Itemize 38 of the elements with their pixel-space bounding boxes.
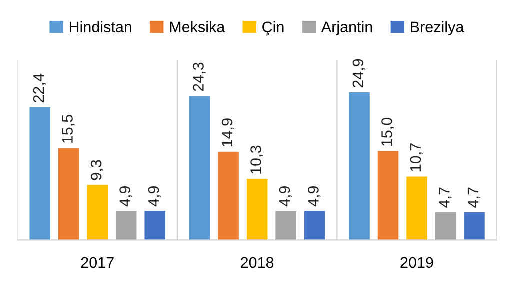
bar bbox=[30, 107, 50, 240]
bar bbox=[246, 179, 268, 240]
bar bbox=[304, 211, 326, 240]
legend-label: Brezilya bbox=[411, 21, 464, 36]
bar bbox=[435, 212, 456, 240]
data-label: 10,3 bbox=[250, 146, 264, 174]
x-tick-label: 2019 bbox=[400, 257, 434, 268]
legend-label: Hindistan bbox=[70, 21, 132, 33]
data-label: 4,7 bbox=[439, 188, 452, 208]
x-tick-label: 2018 bbox=[241, 257, 274, 268]
bar bbox=[349, 92, 370, 240]
bar bbox=[87, 185, 108, 240]
legend-label: Çin bbox=[262, 21, 284, 36]
bar bbox=[144, 211, 166, 240]
data-label: 15,0 bbox=[382, 118, 394, 146]
data-label: 4,9 bbox=[308, 186, 321, 207]
bar bbox=[116, 211, 137, 240]
data-label: 14,9 bbox=[222, 118, 234, 147]
legend-label: Meksika bbox=[170, 21, 226, 33]
bar bbox=[464, 212, 485, 240]
bar bbox=[189, 96, 210, 240]
x-tick-label: 2017 bbox=[81, 257, 114, 268]
data-label: 4,7 bbox=[468, 188, 480, 208]
data-label: 24,3 bbox=[193, 62, 206, 92]
data-label: 24,9 bbox=[352, 59, 366, 88]
bar bbox=[378, 151, 399, 240]
bar bbox=[406, 176, 428, 240]
data-label: 4,9 bbox=[279, 186, 292, 207]
data-label: 4,9 bbox=[148, 186, 161, 207]
data-label: 15,5 bbox=[62, 115, 75, 143]
bar bbox=[276, 211, 296, 240]
data-label: 22,4 bbox=[33, 74, 46, 102]
data-label: 4,9 bbox=[120, 186, 132, 207]
legend-label: Arjantin bbox=[321, 21, 372, 36]
data-label: 9,3 bbox=[90, 160, 104, 180]
bar bbox=[218, 152, 239, 240]
bar bbox=[58, 148, 80, 240]
data-label: 10,7 bbox=[410, 144, 423, 172]
